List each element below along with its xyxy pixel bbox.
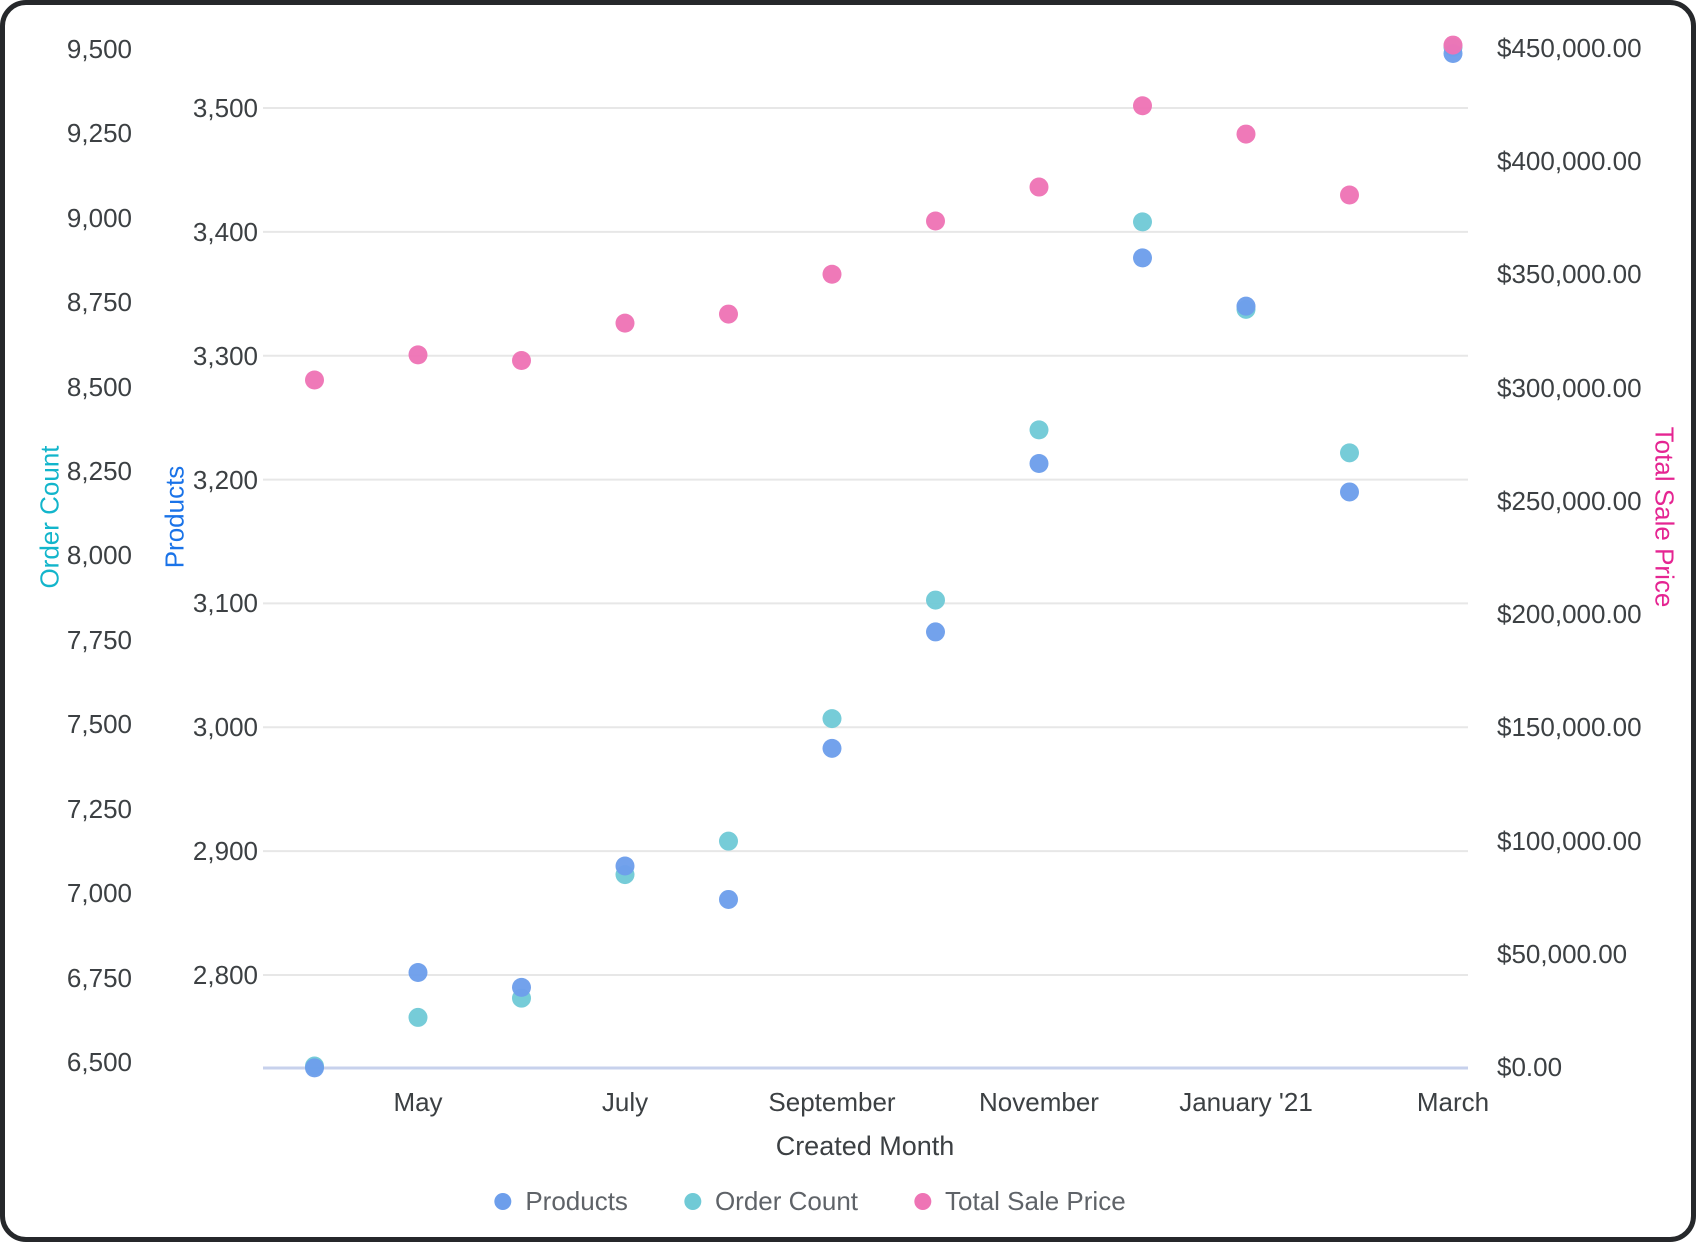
point-order-count-september[interactable] xyxy=(822,709,842,729)
total-sale-price-tick-label: $200,000.00 xyxy=(1497,599,1642,630)
point-products-february[interactable] xyxy=(1340,482,1359,502)
products-tick-label: 3,100 xyxy=(192,588,258,619)
point-products-april[interactable] xyxy=(305,1058,324,1078)
order-count-tick-label: 9,500 xyxy=(66,33,132,64)
products-legend-label: Products xyxy=(525,1186,628,1216)
order-count-tick-label: 7,750 xyxy=(66,624,132,655)
order-count-legend-dot xyxy=(683,1192,701,1210)
point-total-sale-price-march[interactable] xyxy=(1443,35,1463,55)
point-order-count-february[interactable] xyxy=(1340,443,1359,463)
point-total-sale-price-january21[interactable] xyxy=(1236,124,1256,144)
products-tick-label: 2,800 xyxy=(192,960,258,990)
order-count-tick-label: 9,250 xyxy=(66,118,132,149)
order-count-tick-label: 8,250 xyxy=(66,456,132,487)
order-count-tick-label: 7,500 xyxy=(66,709,132,740)
point-products-june[interactable] xyxy=(512,977,531,997)
order-count-tick-label: 7,250 xyxy=(66,793,132,824)
point-order-count-august[interactable] xyxy=(719,831,738,851)
products-tick-label: 3,300 xyxy=(192,340,258,371)
order-count-tick-label: 8,500 xyxy=(66,371,132,402)
point-products-january21[interactable] xyxy=(1236,296,1256,316)
x-tick-label: May xyxy=(393,1087,443,1117)
point-total-sale-price-april[interactable] xyxy=(305,370,324,390)
total-sale-price-tick-label: $450,000.00 xyxy=(1497,33,1642,64)
total-sale-price-tick-label: $150,000.00 xyxy=(1497,712,1642,743)
order-count-legend-label: Order Count xyxy=(714,1186,859,1216)
order-count-tick-label: 6,500 xyxy=(66,1047,132,1077)
point-products-july[interactable] xyxy=(615,856,635,876)
point-total-sale-price-july[interactable] xyxy=(615,313,635,333)
point-total-sale-price-september[interactable] xyxy=(822,264,842,284)
products-tick-label: 3,500 xyxy=(192,93,258,123)
plot-area xyxy=(263,35,1468,1078)
total-sale-price-legend-label: Total Sale Price xyxy=(945,1186,1126,1216)
point-total-sale-price-may[interactable] xyxy=(408,345,428,365)
x-tick-label: September xyxy=(768,1087,896,1117)
order-count-tick-label: 6,750 xyxy=(66,962,132,993)
point-total-sale-price-october[interactable] xyxy=(926,211,945,231)
point-products-august[interactable] xyxy=(719,889,738,909)
legend-item-total-sale-price[interactable]: Total Sale Price xyxy=(914,1186,1126,1216)
x-tick-label: March xyxy=(1416,1087,1490,1117)
products-tick-label: 3,400 xyxy=(192,216,258,247)
total-sale-price-tick-label: $350,000.00 xyxy=(1497,259,1642,290)
order-count-tick-label: 8,000 xyxy=(66,540,132,571)
x-tick-label: July xyxy=(601,1087,649,1117)
point-products-october[interactable] xyxy=(926,622,945,642)
order-count-tick-label: 9,000 xyxy=(66,202,132,233)
total-sale-price-tick-label: $100,000.00 xyxy=(1497,825,1642,856)
order-count-tick-label: 7,000 xyxy=(66,878,132,909)
point-products-november[interactable] xyxy=(1029,453,1049,473)
products-tick-label: 3,000 xyxy=(192,712,258,743)
point-total-sale-price-june[interactable] xyxy=(512,351,531,371)
total-sale-price-tick-label: $300,000.00 xyxy=(1497,372,1642,403)
products-tick-label: 2,900 xyxy=(192,836,258,867)
point-total-sale-price-february[interactable] xyxy=(1340,185,1359,205)
total-sale-price-tick-label: $50,000.00 xyxy=(1497,938,1628,969)
legend: Products Order Count Total Sale Price xyxy=(494,1186,1126,1216)
point-order-count-december[interactable] xyxy=(1133,212,1152,232)
x-axis-title: Created Month xyxy=(775,1131,955,1161)
products-axis-title: Products xyxy=(159,465,190,569)
point-total-sale-price-december[interactable] xyxy=(1133,96,1152,116)
point-order-count-may[interactable] xyxy=(408,1007,428,1027)
legend-item-order-count[interactable]: Order Count xyxy=(683,1186,859,1216)
total-sale-price-tick-label: $250,000.00 xyxy=(1497,485,1642,516)
x-tick-label: November xyxy=(979,1087,1099,1117)
point-products-december[interactable] xyxy=(1133,248,1152,268)
point-total-sale-price-november[interactable] xyxy=(1029,177,1049,197)
total-sale-price-tick-label: $400,000.00 xyxy=(1497,146,1642,177)
point-total-sale-price-august[interactable] xyxy=(719,304,738,324)
total-sale-price-axis-title: Total Sale Price xyxy=(1649,426,1680,608)
point-products-september[interactable] xyxy=(822,738,842,758)
point-order-count-november[interactable] xyxy=(1029,420,1049,440)
total-sale-price-legend-dot xyxy=(914,1192,932,1210)
legend-item-products[interactable]: Products xyxy=(494,1186,628,1216)
order-count-axis-title: Order Count xyxy=(34,445,65,589)
point-order-count-october[interactable] xyxy=(926,590,945,610)
point-products-may[interactable] xyxy=(408,963,428,983)
products-tick-label: 3,200 xyxy=(192,464,258,495)
x-tick-label: January '21 xyxy=(1179,1087,1313,1117)
total-sale-price-tick-label: $0.00 xyxy=(1497,1052,1563,1082)
products-legend-dot xyxy=(494,1192,512,1210)
order-count-tick-label: 8,750 xyxy=(66,287,132,318)
